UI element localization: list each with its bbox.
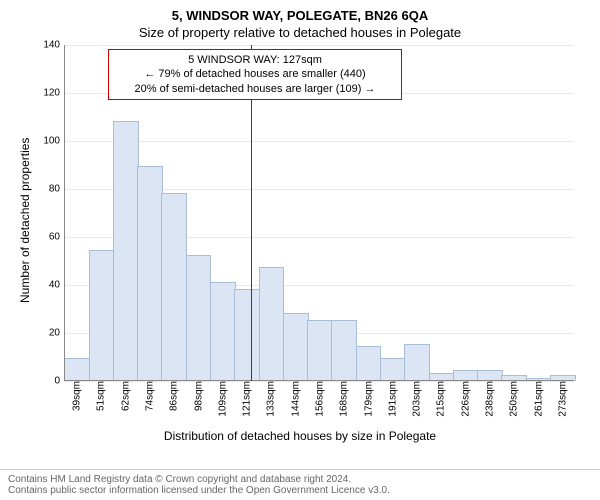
footer-line-1: Contains HM Land Registry data © Crown c… [8, 474, 592, 485]
y-tick-label: 140 [43, 40, 64, 51]
histogram-bar [380, 358, 406, 381]
histogram-bar [64, 358, 90, 381]
x-tick-label: 179sqm [361, 381, 374, 417]
footer: Contains HM Land Registry data © Crown c… [0, 469, 600, 500]
page-subtitle: Size of property relative to detached ho… [0, 23, 600, 40]
x-tick-label: 168sqm [337, 381, 350, 417]
footer-line-2: Contains public sector information licen… [8, 485, 592, 496]
x-tick-label: 121sqm [240, 381, 253, 417]
histogram-bar [161, 193, 187, 381]
y-tick-label: 20 [49, 328, 64, 339]
x-tick-label: 261sqm [531, 381, 544, 417]
x-tick-label: 39sqm [70, 381, 83, 411]
x-tick-label: 215sqm [434, 381, 447, 417]
histogram-bar [404, 344, 430, 381]
x-tick-label: 250sqm [507, 381, 520, 417]
grid-line [64, 141, 574, 142]
histogram-bar [186, 255, 212, 381]
x-tick-label: 191sqm [385, 381, 398, 417]
histogram-bar [283, 313, 309, 381]
x-tick-label: 144sqm [288, 381, 301, 417]
y-tick-label: 80 [49, 184, 64, 195]
y-tick-label: 60 [49, 232, 64, 243]
histogram-bar [331, 320, 357, 381]
x-tick-label: 133sqm [264, 381, 277, 417]
x-tick-label: 238sqm [483, 381, 496, 417]
annotation-line-3: 20% of semi-detached houses are larger (… [115, 82, 395, 96]
histogram-bar [113, 121, 139, 381]
x-tick-label: 203sqm [410, 381, 423, 417]
x-tick-label: 86sqm [167, 381, 180, 411]
y-tick-label: 0 [54, 376, 64, 387]
histogram-bar [137, 166, 163, 381]
page-title: 5, WINDSOR WAY, POLEGATE, BN26 6QA [0, 0, 600, 23]
annotation-box: 5 WINDSOR WAY: 127sqm ← 79% of detached … [108, 49, 402, 100]
grid-line [64, 45, 574, 46]
x-tick-label: 226sqm [458, 381, 471, 417]
y-tick-label: 120 [43, 88, 64, 99]
annotation-line-1: 5 WINDSOR WAY: 127sqm [115, 53, 395, 67]
chart-container: 5, WINDSOR WAY, POLEGATE, BN26 6QA Size … [0, 0, 600, 500]
x-tick-label: 74sqm [143, 381, 156, 411]
y-tick-label: 100 [43, 136, 64, 147]
histogram-bar [356, 346, 382, 381]
histogram-bar [259, 267, 285, 381]
x-tick-label: 98sqm [191, 381, 204, 411]
histogram-bar [307, 320, 333, 381]
histogram-bar [234, 289, 260, 381]
x-tick-label: 273sqm [555, 381, 568, 417]
x-tick-label: 156sqm [313, 381, 326, 417]
y-axis-line [64, 45, 65, 381]
y-axis-label: Number of detached properties [18, 138, 32, 303]
x-axis-line [64, 380, 574, 381]
annotation-line-2: ← 79% of detached houses are smaller (44… [115, 67, 395, 81]
y-tick-label: 40 [49, 280, 64, 291]
x-tick-label: 109sqm [215, 381, 228, 417]
x-tick-label: 51sqm [94, 381, 107, 411]
histogram-bar [89, 250, 115, 381]
x-tick-label: 62sqm [118, 381, 131, 411]
x-axis-label: Distribution of detached houses by size … [0, 429, 600, 443]
histogram-bar [210, 282, 236, 381]
